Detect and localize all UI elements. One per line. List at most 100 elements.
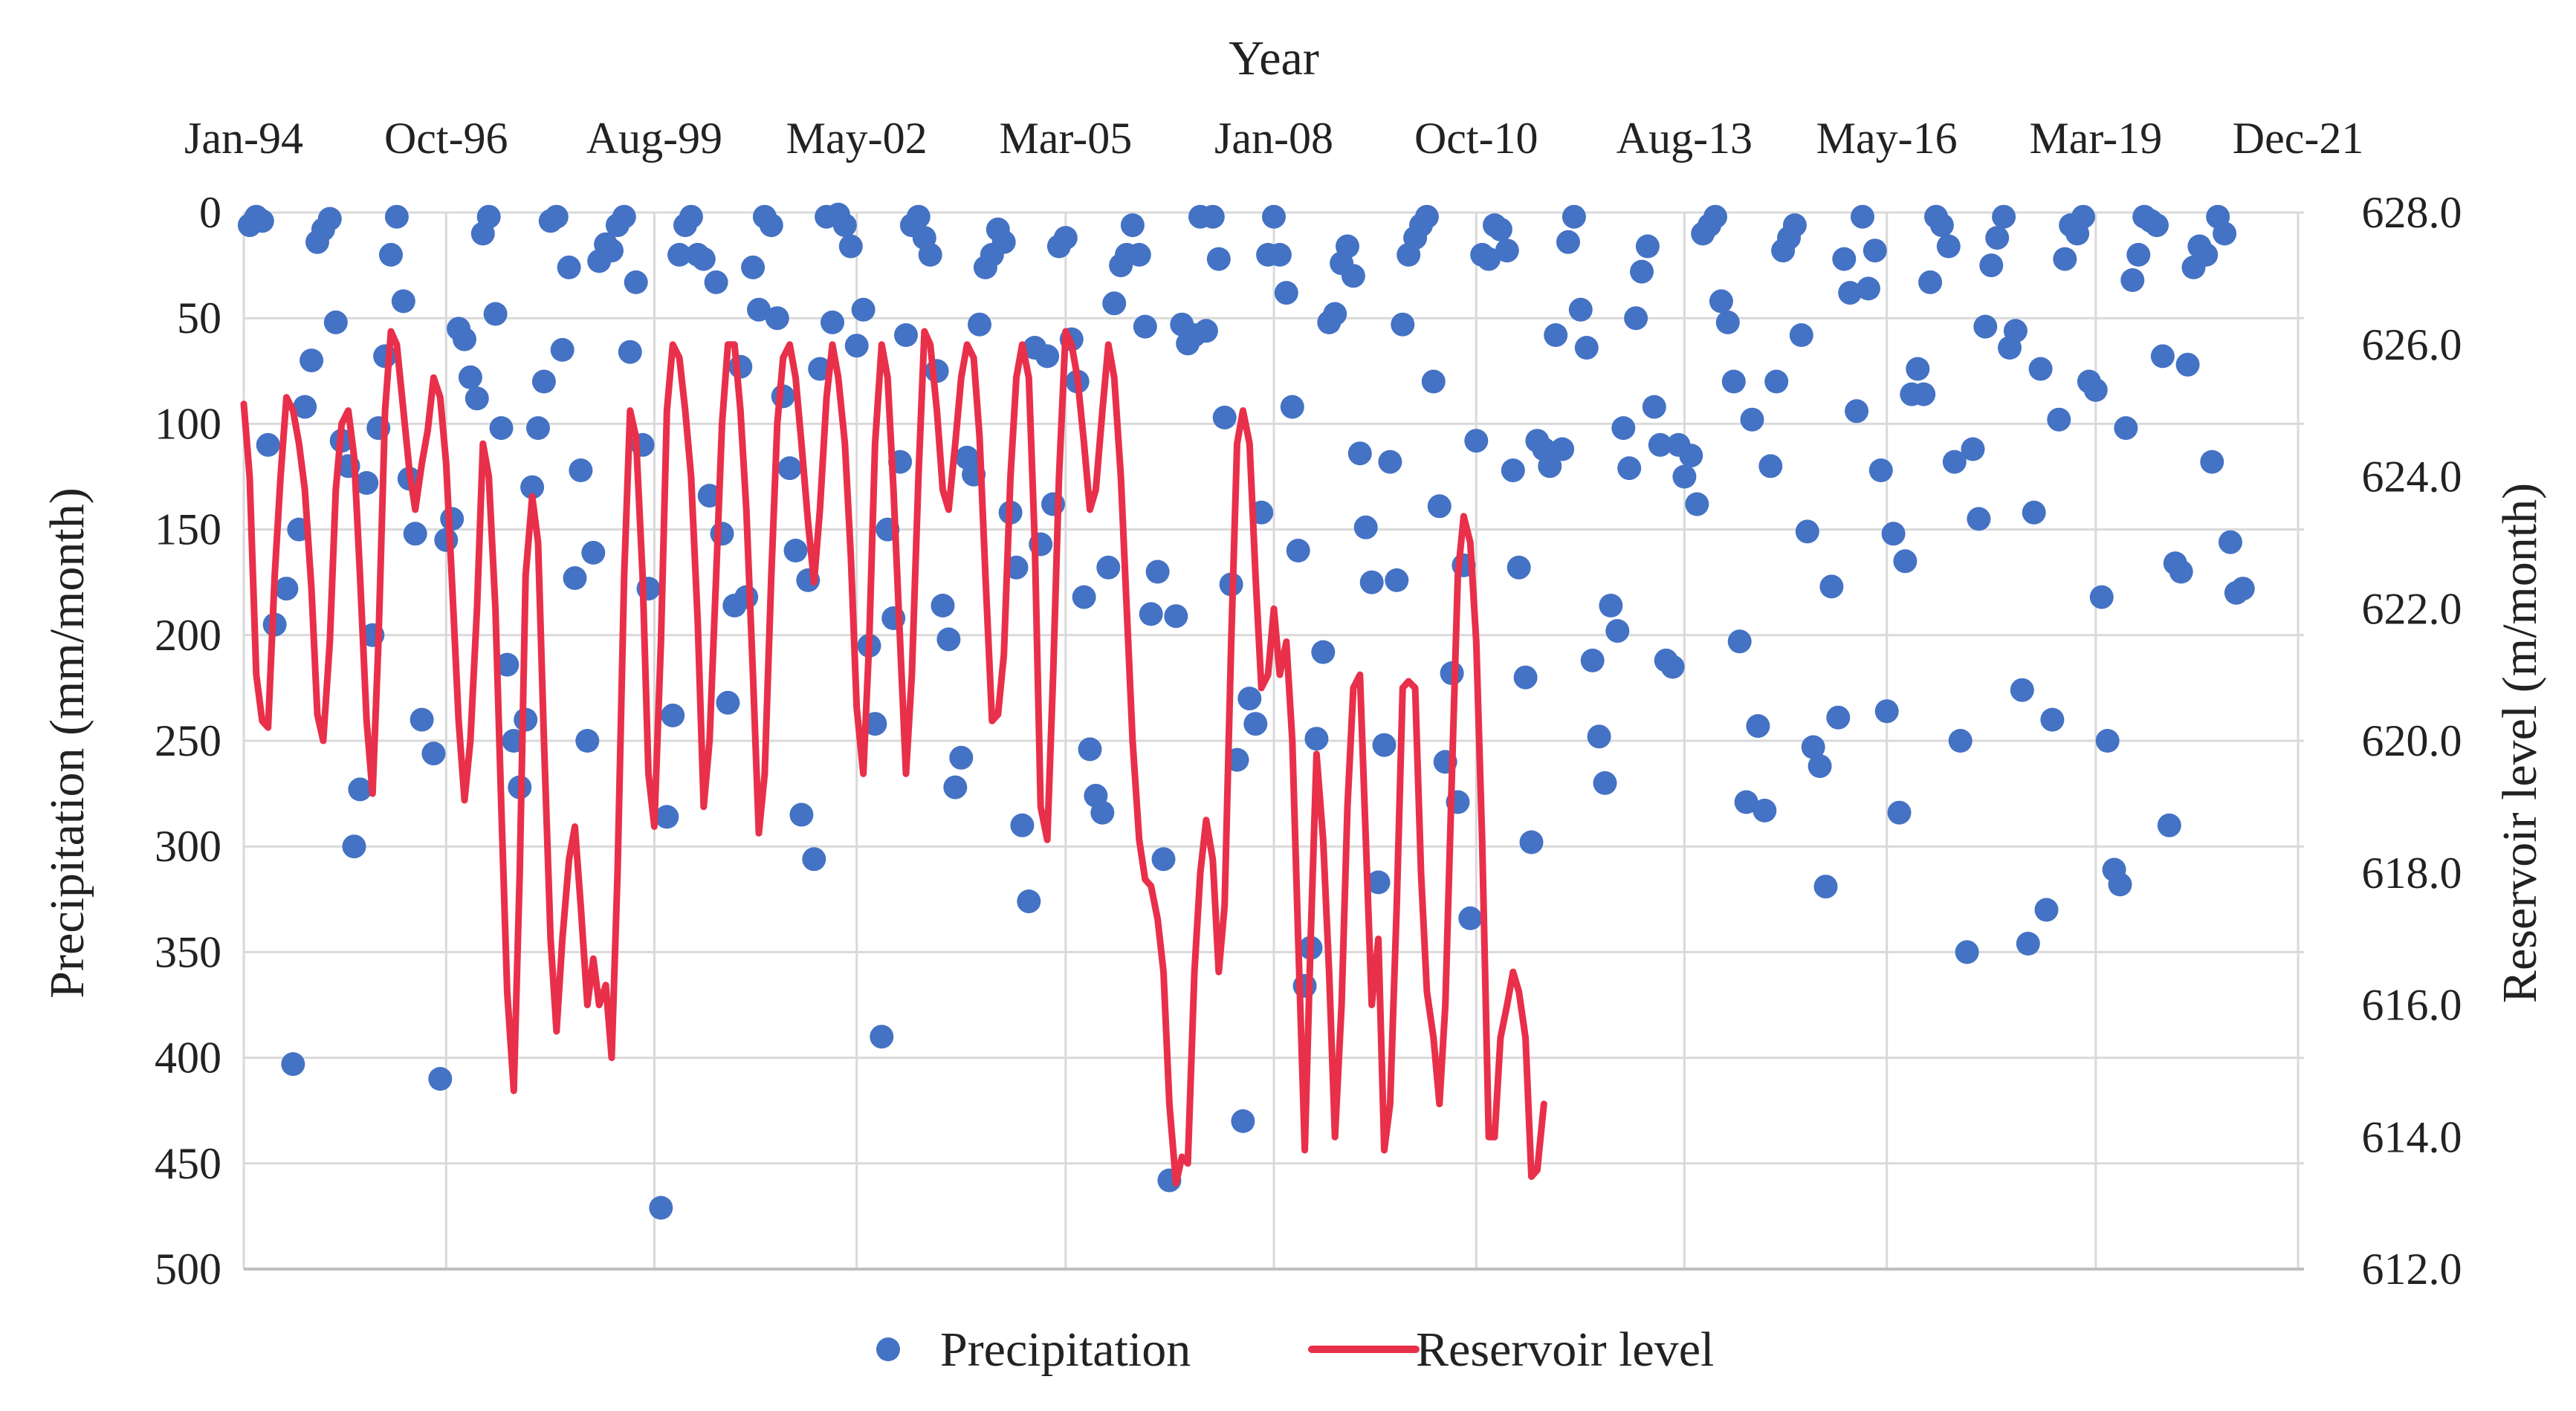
precipitation-point <box>1556 230 1580 254</box>
precipitation-point <box>1391 312 1415 337</box>
precipitation-point <box>612 204 636 229</box>
precipitation-point <box>256 432 280 457</box>
y-left-tick-label: 450 <box>155 1139 221 1188</box>
precipitation-point <box>1414 204 1439 229</box>
y-left-tick-label: 150 <box>155 505 221 554</box>
precipitation-point <box>1955 940 1979 964</box>
precipitation-point <box>2003 319 2028 343</box>
x-tick-label: Aug-13 <box>1617 114 1753 163</box>
precipitation-point <box>691 247 716 271</box>
precipitation-point <box>403 522 427 546</box>
x-tick-label: Oct-10 <box>1414 114 1538 163</box>
y-left-tick-label: 250 <box>155 716 221 765</box>
legend-precipitation-marker <box>876 1337 900 1361</box>
precipitation-point <box>1237 687 1262 711</box>
x-tick-label: Mar-05 <box>999 114 1132 163</box>
precipitation-point <box>2040 707 2065 732</box>
precipitation-point <box>2219 530 2242 554</box>
precipitation-point <box>355 471 379 495</box>
precipitation-point <box>777 456 802 481</box>
precipitation-point <box>821 310 844 334</box>
precipitation-point <box>1336 234 1359 259</box>
x-tick-label: Oct-96 <box>384 114 508 163</box>
precipitation-point <box>1826 705 1851 730</box>
precipitation-point <box>1709 289 1733 314</box>
y-right-tick-label: 622.0 <box>2362 584 2462 633</box>
precipitation-point <box>1538 454 1562 479</box>
precipitation-point <box>384 204 409 229</box>
precipitation-point <box>465 386 489 411</box>
precipitation-point <box>2053 247 2077 271</box>
precipitation-point <box>716 690 740 715</box>
precipitation-point <box>2028 357 2053 381</box>
precipitation-point <box>991 230 1016 254</box>
precipitation-point <box>1017 889 1041 914</box>
precipitation-point <box>520 475 545 499</box>
precipitation-point <box>1262 204 1286 229</box>
precipitation-point <box>1753 798 1777 823</box>
precipitation-point <box>1967 507 1991 531</box>
precipitation-point <box>1929 213 1954 238</box>
precipitation-point <box>1010 813 1035 837</box>
precipitation-point <box>2126 242 2151 267</box>
precipitation-point <box>348 777 372 802</box>
precipitation-point <box>2034 898 2059 922</box>
precipitation-point <box>1231 1109 1255 1133</box>
precipitation-point <box>1323 302 1347 326</box>
precipitation-point <box>1580 648 1605 672</box>
precipitation-point <box>1372 733 1397 757</box>
precipitation-point <box>476 204 501 229</box>
precipitation-point <box>1703 204 1727 229</box>
precipitation-point <box>2230 577 2255 601</box>
precipitation-point <box>1145 559 1170 584</box>
precipitation-point <box>1893 549 1918 574</box>
precipitation-point <box>274 577 299 601</box>
precipitation-point <box>2114 416 2138 441</box>
y-left-tick-label: 100 <box>155 399 221 448</box>
precipitation-point <box>410 707 434 732</box>
precipitation-point <box>1801 735 1825 759</box>
precipitation-point <box>2108 872 2132 897</box>
precipitation-point <box>1274 281 1298 305</box>
y-right-tick-label: 618.0 <box>2362 849 2462 898</box>
precipitation-point <box>789 802 814 827</box>
precipitation-point <box>1721 369 1746 394</box>
y-left-tick-label: 50 <box>177 293 221 343</box>
precipitation-point <box>918 242 942 267</box>
precipitation-point <box>667 242 692 267</box>
precipitation-point <box>851 297 876 322</box>
precipitation-point <box>783 539 808 562</box>
precipitation-point <box>1544 323 1568 347</box>
precipitation-point <box>1194 319 1218 343</box>
precipitation-point <box>1838 281 1863 305</box>
precipitation-point <box>1863 239 1887 263</box>
precipitation-point <box>2169 559 2193 584</box>
precipitation-point <box>483 302 508 326</box>
precipitation-point <box>2083 377 2108 402</box>
precipitation-point <box>2071 204 2095 229</box>
precipitation-point <box>1488 217 1512 241</box>
precipitation-point <box>2175 352 2200 377</box>
precipitation-point <box>1078 737 1102 762</box>
precipitation-point <box>1679 444 1703 468</box>
precipitation-point <box>832 213 857 238</box>
precipitation-point <box>2145 213 2169 238</box>
precipitation-point <box>342 834 366 859</box>
precipitation-point <box>1385 568 1409 592</box>
y-right-tick-label: 624.0 <box>2362 453 2462 502</box>
precipitation-point <box>679 204 703 229</box>
precipitation-point <box>550 337 575 362</box>
precipitation-point <box>421 742 446 766</box>
x-tick-label: Jan-08 <box>1214 114 1333 163</box>
precipitation-point <box>581 540 606 565</box>
precipitation-point <box>943 775 968 799</box>
precipitation-point <box>949 745 974 770</box>
precipitation-point <box>1267 242 1292 267</box>
precipitation-point <box>838 234 863 259</box>
precipitation-point <box>1985 226 2010 250</box>
precipitation-point <box>1617 456 1642 481</box>
precipitation-point <box>1782 213 1807 238</box>
precipitation-point <box>600 239 624 263</box>
precipitation-point <box>1685 492 1709 516</box>
precipitation-point <box>1918 270 1943 294</box>
